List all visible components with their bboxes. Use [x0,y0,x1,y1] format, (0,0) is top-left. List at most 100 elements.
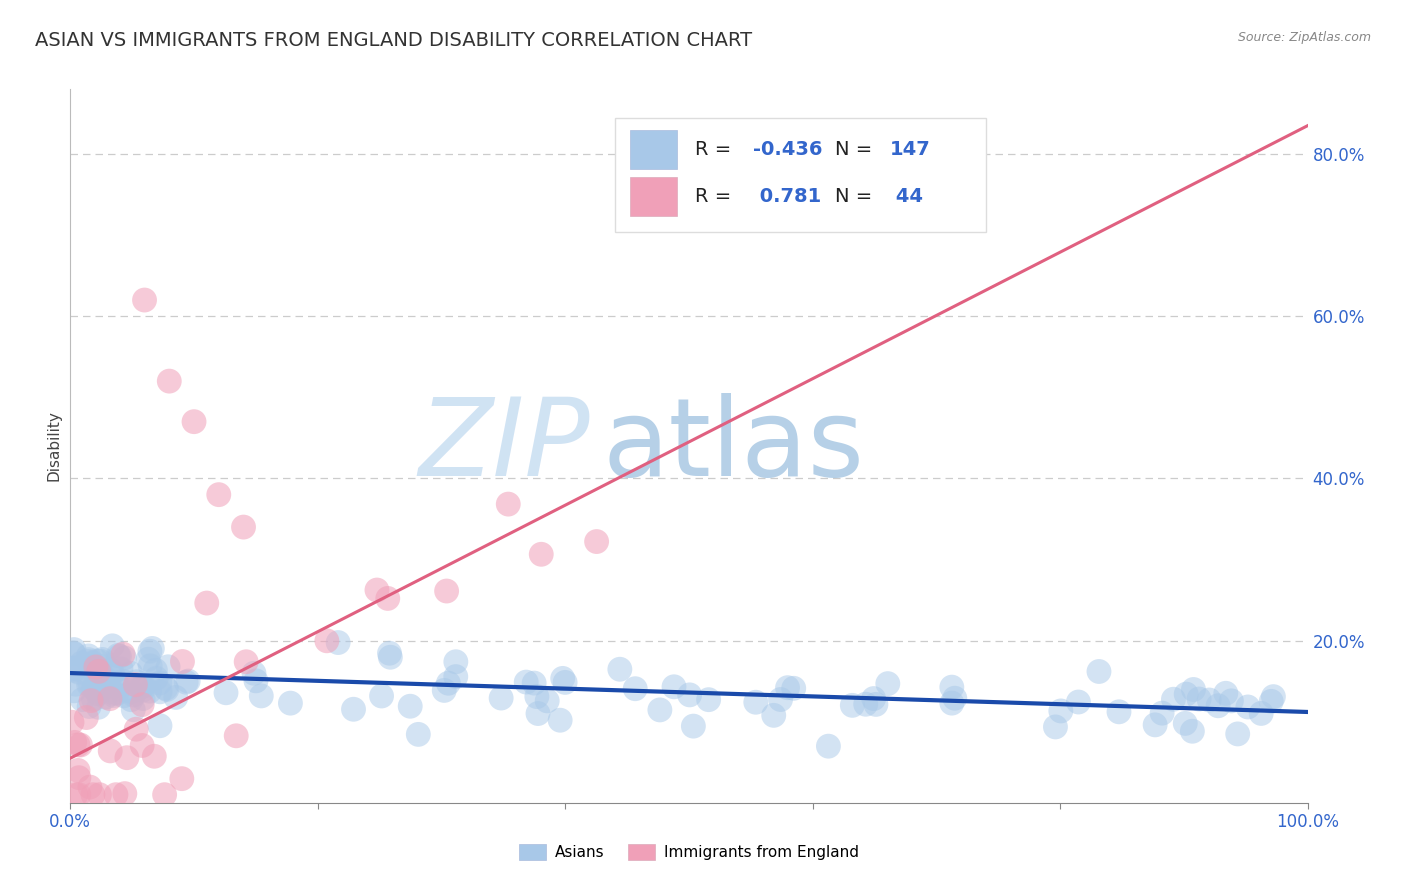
Point [1067,695,1090,709]
Point [648,703,671,717]
Point [84,660,107,674]
Point [183,415,205,429]
Point [1045,720,1067,734]
Point [94,672,117,686]
Point [139,644,162,658]
Point [82,664,104,678]
Point [80,656,103,670]
Point [91,681,114,695]
Legend: Asians, Immigrants from England: Asians, Immigrants from England [512,838,866,866]
Point [67,788,90,802]
Point [62,646,84,660]
Point [1220,694,1243,708]
Point [156,682,179,697]
Point [1163,692,1185,706]
Text: R =: R = [695,186,738,206]
Point [108,649,131,664]
Point [87,666,110,681]
Point [941,696,963,710]
Point [366,582,388,597]
Point [408,727,430,741]
Text: R =: R = [695,140,738,160]
Point [131,683,153,698]
Point [489,691,512,706]
Point [155,681,177,696]
Text: 0.781: 0.781 [754,186,821,206]
Text: 44: 44 [890,186,924,206]
Point [131,698,153,712]
Point [131,680,153,694]
Point [132,691,155,706]
Point [1260,694,1282,708]
Point [105,686,128,700]
Point [515,675,537,690]
Point [111,673,134,688]
Point [1215,686,1237,700]
Point [75,710,97,724]
Point [82,788,104,802]
Point [250,689,273,703]
Point [77,699,100,714]
Point [66,738,89,752]
Point [121,685,143,699]
Point [153,788,176,802]
Point [60,715,83,730]
Point [1175,687,1198,701]
Text: -0.436: -0.436 [754,140,823,160]
Point [98,744,121,758]
FancyBboxPatch shape [630,177,676,216]
Point [865,698,887,712]
Point [112,647,135,661]
Point [437,676,460,690]
Point [63,735,86,749]
Point [89,788,111,802]
Point [165,690,187,705]
Point [87,669,110,683]
Point [103,689,125,703]
Point [609,662,631,676]
Point [143,749,166,764]
Point [943,691,966,706]
Point [172,655,194,669]
Point [107,648,129,663]
Point [115,750,138,764]
Point [783,681,806,696]
Point [69,738,91,752]
Point [1237,700,1260,714]
Point [77,677,100,691]
Point [80,693,103,707]
Point [527,706,550,721]
Point [776,681,799,695]
Point [89,654,111,668]
Text: ZIP: ZIP [419,393,591,499]
Point [678,688,700,702]
Point [745,695,768,709]
Point [87,687,110,701]
Text: atlas: atlas [602,393,865,499]
Point [149,719,172,733]
Point [1188,692,1211,706]
Point [682,719,704,733]
Point [149,676,172,690]
Point [380,650,402,665]
Point [326,635,349,649]
FancyBboxPatch shape [630,130,676,169]
Point [245,673,267,688]
Point [1088,665,1111,679]
Point [145,663,167,677]
Text: N =: N = [835,186,879,206]
Point [67,771,90,785]
Point [104,788,127,802]
Point [1206,698,1229,713]
Point [496,497,519,511]
Point [82,692,104,706]
Point [67,665,90,680]
Point [141,641,163,656]
Point [941,680,963,694]
Point [87,700,110,714]
Point [876,676,898,690]
Point [1250,706,1272,721]
Point [114,651,136,665]
Point [65,677,87,691]
Point [97,671,120,685]
